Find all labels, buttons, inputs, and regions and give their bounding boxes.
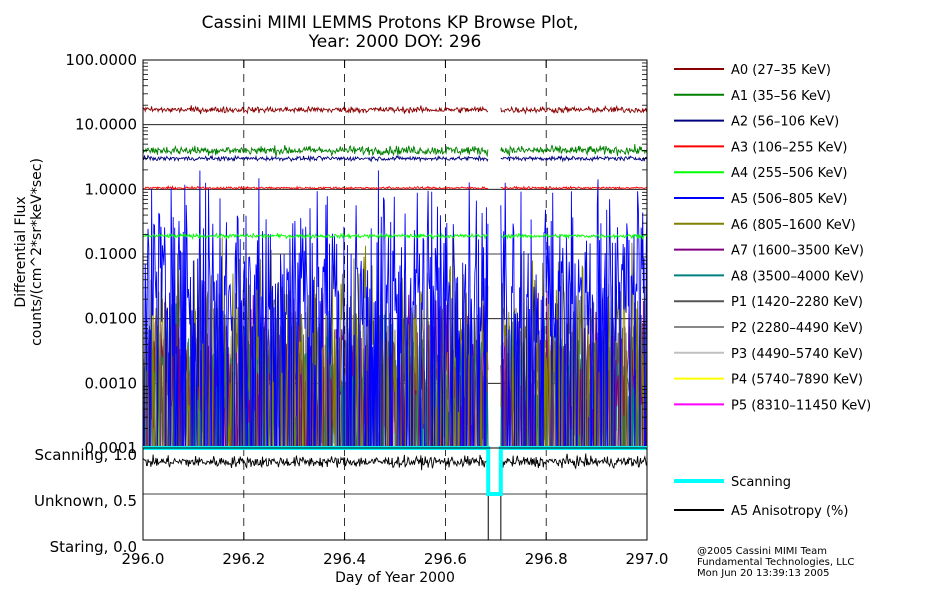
legend-label: P4 (5740–7890 KeV) [731, 373, 863, 388]
status-y-tick-labels: Scanning, 1.0 Unknown, 0.5 Staring, 0.0 [34, 446, 137, 556]
y-axis-title-line-1: Differential Flux [13, 196, 29, 307]
legend-label: A5 Anisotropy (%) [731, 504, 848, 519]
legend-label: P1 (1420–2280 KeV) [731, 295, 863, 310]
anisotropy-line [142, 453, 648, 471]
flux-series-line [142, 232, 648, 241]
flux-series-line [142, 144, 648, 158]
legend-label: A0 (27–35 KeV) [731, 63, 831, 78]
y-axis-title-line-2: counts/(cm^2*sr*keV*sec) [29, 158, 45, 346]
flux-series-line [143, 185, 648, 191]
flux-y-tick-label: 10.0000 [75, 116, 137, 134]
flux-plot-area [142, 59, 648, 449]
legend-label: P3 (4490–5740 KeV) [731, 347, 863, 362]
legend-label: P5 (8310–11450 KeV) [731, 398, 871, 413]
flux-y-tick-label: 0.0010 [85, 374, 138, 392]
x-tick-label: 296.6 [424, 550, 467, 568]
flux-series-line [142, 104, 648, 115]
legend-label: A5 (506–805 KeV) [731, 192, 847, 207]
flux-y-tick-labels: 100.0000 10.0000 1.0000 0.1000 0.0100 0.0010 0… [65, 51, 137, 457]
legend: A0 (27–35 KeV) A1 (35–56 KeV) A2 (56–106 K… [674, 63, 871, 519]
legend-label: A3 (106–255 KeV) [731, 140, 847, 155]
status-panel-frame [142, 447, 648, 541]
legend-label: A8 (3500–4000 KeV) [731, 269, 864, 284]
status-y-tick-label: Staring, 0.0 [50, 538, 137, 556]
flux-y-tick-label: 100.0000 [65, 51, 137, 69]
status-y-tick-label: Scanning, 1.0 [34, 446, 137, 464]
x-tick-label: 296.8 [525, 550, 568, 568]
legend-label: A1 (35–56 KeV) [731, 89, 831, 104]
credit-line-3: Mon Jun 20 13:39:13 2005 [697, 568, 830, 579]
x-tick-label: 297.0 [626, 550, 669, 568]
x-tick-labels: 296.0 296.2 296.4 296.6 296.8 297.0 [122, 550, 669, 568]
flux-y-tick-label: 0.1000 [85, 245, 138, 263]
x-tick-label: 296.0 [122, 550, 165, 568]
legend-label: A7 (1600–3500 KeV) [731, 244, 864, 259]
x-axis-title: Day of Year 2000 [335, 570, 455, 586]
flux-y-tick-label: 0.0100 [85, 310, 138, 328]
credit-line-1: @2005 Cassini MIMI Team [697, 546, 827, 557]
credit-line-2: Fundamental Technologies, LLC [697, 557, 854, 568]
chart-title-line-1: Cassini MIMI LEMMS Protons KP Browse Plo… [202, 13, 579, 33]
flux-series-line [142, 154, 648, 163]
status-y-tick-label: Unknown, 0.5 [34, 492, 137, 510]
scanning-line [143, 446, 647, 496]
legend-label: P2 (2280–4490 KeV) [731, 321, 863, 336]
flux-y-tick-label: 0.0001 [85, 439, 138, 457]
status-plot-area [142, 446, 648, 541]
legend-label: A6 (805–1600 KeV) [731, 218, 856, 233]
x-tick-label: 296.2 [222, 550, 265, 568]
legend-label: Scanning [731, 475, 791, 490]
legend-label: A4 (255–506 KeV) [731, 166, 847, 181]
flux-y-tick-label: 1.0000 [85, 180, 138, 198]
x-tick-label: 296.4 [323, 550, 366, 568]
chart-title-line-2: Year: 2000 DOY: 296 [308, 32, 482, 52]
legend-label: A2 (56–106 KeV) [731, 115, 839, 130]
